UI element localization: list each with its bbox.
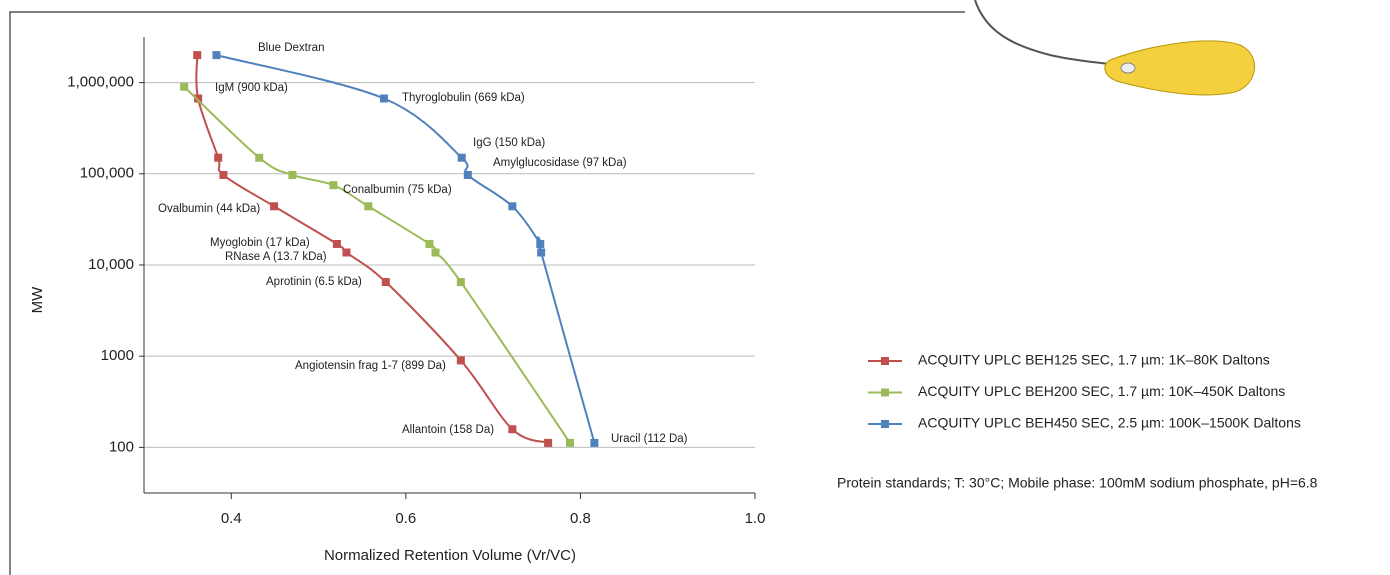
point	[537, 248, 546, 257]
annotation: Amylglucosidase (97 kDa)	[493, 157, 627, 169]
legend-label: ACQUITY UPLC BEH200 SEC, 1.7 µm: 10K–450…	[918, 383, 1285, 399]
point	[565, 438, 574, 447]
x-tick-label: 1.0	[745, 510, 766, 527]
y-tick-label: 1,000,000	[67, 74, 134, 91]
point	[193, 51, 202, 60]
point	[270, 202, 279, 211]
point	[457, 153, 466, 162]
point	[425, 239, 434, 248]
point	[380, 94, 389, 103]
y-tick-label: 100,000	[80, 165, 134, 182]
x-tick-label: 0.8	[570, 510, 591, 527]
point	[212, 51, 221, 60]
point	[508, 425, 517, 434]
y-tick-label: 10,000	[88, 256, 134, 273]
fit-curve	[216, 54, 596, 444]
point	[219, 170, 228, 179]
annotation: IgM (900 kDa)	[215, 82, 288, 94]
y-tick-label: 100	[109, 438, 134, 455]
legend-marker	[881, 420, 889, 428]
point	[364, 202, 373, 211]
annotation: Ovalbumin (44 kDa)	[158, 203, 260, 215]
annotation: Blue Dextran	[258, 42, 324, 54]
point	[329, 181, 338, 190]
annotation: Allantoin (158 Da)	[402, 424, 494, 436]
usb-key-decoration	[974, 0, 1256, 96]
annotation: Myoglobin (17 kDa)	[210, 237, 310, 249]
annotation: Aprotinin (6.5 kDa)	[266, 276, 362, 288]
annotation: RNase A (13.7 kDa)	[225, 251, 327, 263]
point	[590, 438, 599, 447]
annotation: Conalbumin (75 kDa)	[343, 184, 452, 196]
y-axis-label: MW	[29, 286, 46, 313]
point	[214, 153, 223, 162]
point	[288, 170, 297, 179]
point	[332, 239, 341, 248]
point	[456, 356, 465, 365]
point	[194, 94, 203, 103]
frame	[9, 11, 965, 575]
legend-marker	[881, 357, 889, 365]
x-tick-label: 0.4	[221, 510, 242, 527]
x-tick-label: 0.6	[395, 510, 416, 527]
point	[463, 170, 472, 179]
point	[180, 82, 189, 91]
x-axis-label: Normalized Retention Volume (Vr/VC)	[324, 547, 576, 564]
y-tick-label: 1000	[101, 347, 134, 364]
annotation: Angiotensin frag 1-7 (899 Da)	[295, 360, 446, 372]
legend-label: ACQUITY UPLC BEH450 SEC, 2.5 µm: 100K–15…	[918, 415, 1301, 431]
note: Protein standards; T: 30°C; Mobile phase…	[837, 475, 1318, 491]
annotation: IgG (150 kDa)	[473, 137, 545, 149]
legend-marker	[881, 388, 889, 397]
point	[431, 248, 440, 257]
legend-label: ACQUITY UPLC BEH125 SEC, 1.7 µm: 1K–80K …	[918, 352, 1270, 368]
point	[381, 278, 390, 287]
point	[255, 153, 264, 162]
point	[456, 278, 465, 287]
point	[544, 438, 553, 447]
point	[508, 202, 517, 211]
annotation: Uracil (112 Da)	[611, 433, 688, 445]
point	[536, 239, 545, 248]
annotation: Thyroglobulin (669 kDa)	[402, 92, 525, 104]
point	[342, 248, 351, 257]
